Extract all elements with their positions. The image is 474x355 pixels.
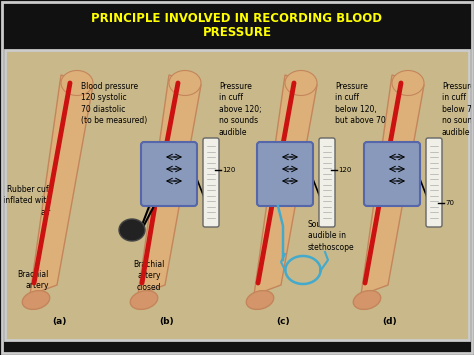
Text: Blood pressure
120 systolic
70 diastolic
(to be measured): Blood pressure 120 systolic 70 diastolic… xyxy=(81,82,147,125)
Polygon shape xyxy=(254,75,317,295)
Ellipse shape xyxy=(61,71,93,95)
FancyBboxPatch shape xyxy=(364,142,420,206)
Ellipse shape xyxy=(130,291,158,310)
Text: Pressure
in cuff
below 70;
no sounds
audible: Pressure in cuff below 70; no sounds aud… xyxy=(442,82,474,137)
Ellipse shape xyxy=(285,71,317,95)
Ellipse shape xyxy=(22,291,50,310)
Text: Brachial
artery
closed: Brachial artery closed xyxy=(133,260,164,292)
Text: PRINCIPLE INVOLVED IN RECORDING BLOOD: PRINCIPLE INVOLVED IN RECORDING BLOOD xyxy=(91,11,383,24)
Text: Sounds
audible in
stethoscope: Sounds audible in stethoscope xyxy=(308,220,355,252)
Text: PRESSURE: PRESSURE xyxy=(202,27,272,39)
Polygon shape xyxy=(138,75,201,295)
Text: (d): (d) xyxy=(383,317,397,326)
Text: Rubber cuff
inflated with
air: Rubber cuff inflated with air xyxy=(3,185,51,217)
Text: Pressure
in cuff
below 120,
but above 70: Pressure in cuff below 120, but above 70 xyxy=(335,82,386,125)
FancyBboxPatch shape xyxy=(203,138,219,227)
Ellipse shape xyxy=(392,71,424,95)
Polygon shape xyxy=(361,75,424,295)
Text: 120: 120 xyxy=(222,167,236,173)
Polygon shape xyxy=(30,75,93,295)
Text: (b): (b) xyxy=(160,317,174,326)
Ellipse shape xyxy=(246,291,273,310)
FancyBboxPatch shape xyxy=(141,142,197,206)
Text: 120: 120 xyxy=(338,167,351,173)
Text: 70: 70 xyxy=(445,200,454,206)
Ellipse shape xyxy=(353,291,381,310)
Text: (a): (a) xyxy=(52,317,66,326)
FancyBboxPatch shape xyxy=(257,142,313,206)
Ellipse shape xyxy=(119,219,145,241)
Ellipse shape xyxy=(169,71,201,95)
Text: Pressure
in cuff
above 120;
no sounds
audible: Pressure in cuff above 120; no sounds au… xyxy=(219,82,262,137)
FancyBboxPatch shape xyxy=(426,138,442,227)
FancyBboxPatch shape xyxy=(5,50,469,340)
Text: (c): (c) xyxy=(276,317,290,326)
FancyBboxPatch shape xyxy=(319,138,335,227)
Text: Brachial
artery: Brachial artery xyxy=(18,270,49,290)
